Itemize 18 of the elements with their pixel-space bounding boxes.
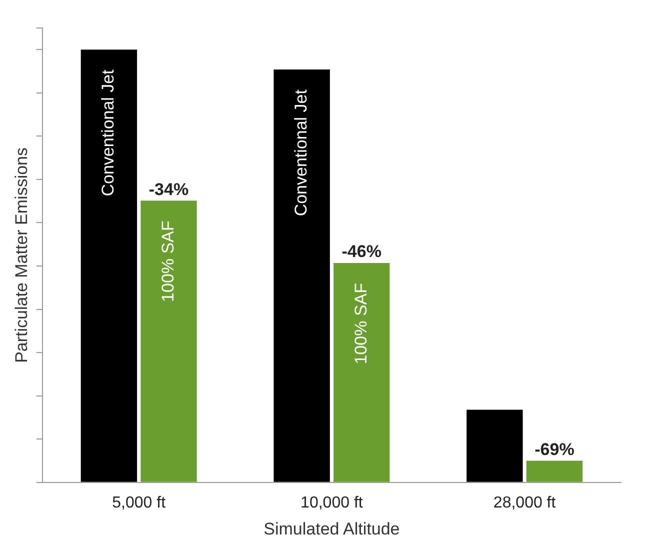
- annotation: -69%: [534, 440, 574, 459]
- bar: [526, 460, 583, 482]
- bar: [80, 50, 138, 482]
- bar: [466, 410, 523, 482]
- text: 100% SAF: [158, 220, 178, 302]
- annotation: -34%: [148, 180, 189, 199]
- bar: [140, 200, 197, 482]
- x-tick-label: 5,000 ft: [112, 494, 166, 512]
- bar: [274, 70, 330, 482]
- series-label: 100% SAF: [351, 282, 370, 364]
- x-tick-label: 28,000 ft: [493, 494, 556, 512]
- series-label: Conventional Jet: [98, 69, 118, 196]
- y-axis-title: Particulate Matter Emissions: [12, 147, 31, 363]
- x-tick-label: 10,000 ft: [300, 494, 364, 512]
- bar: [333, 262, 390, 482]
- text: Conventional Jet: [291, 90, 310, 216]
- annotation: -46%: [342, 242, 382, 262]
- x-axis-title: Simulated Altitude: [264, 519, 400, 538]
